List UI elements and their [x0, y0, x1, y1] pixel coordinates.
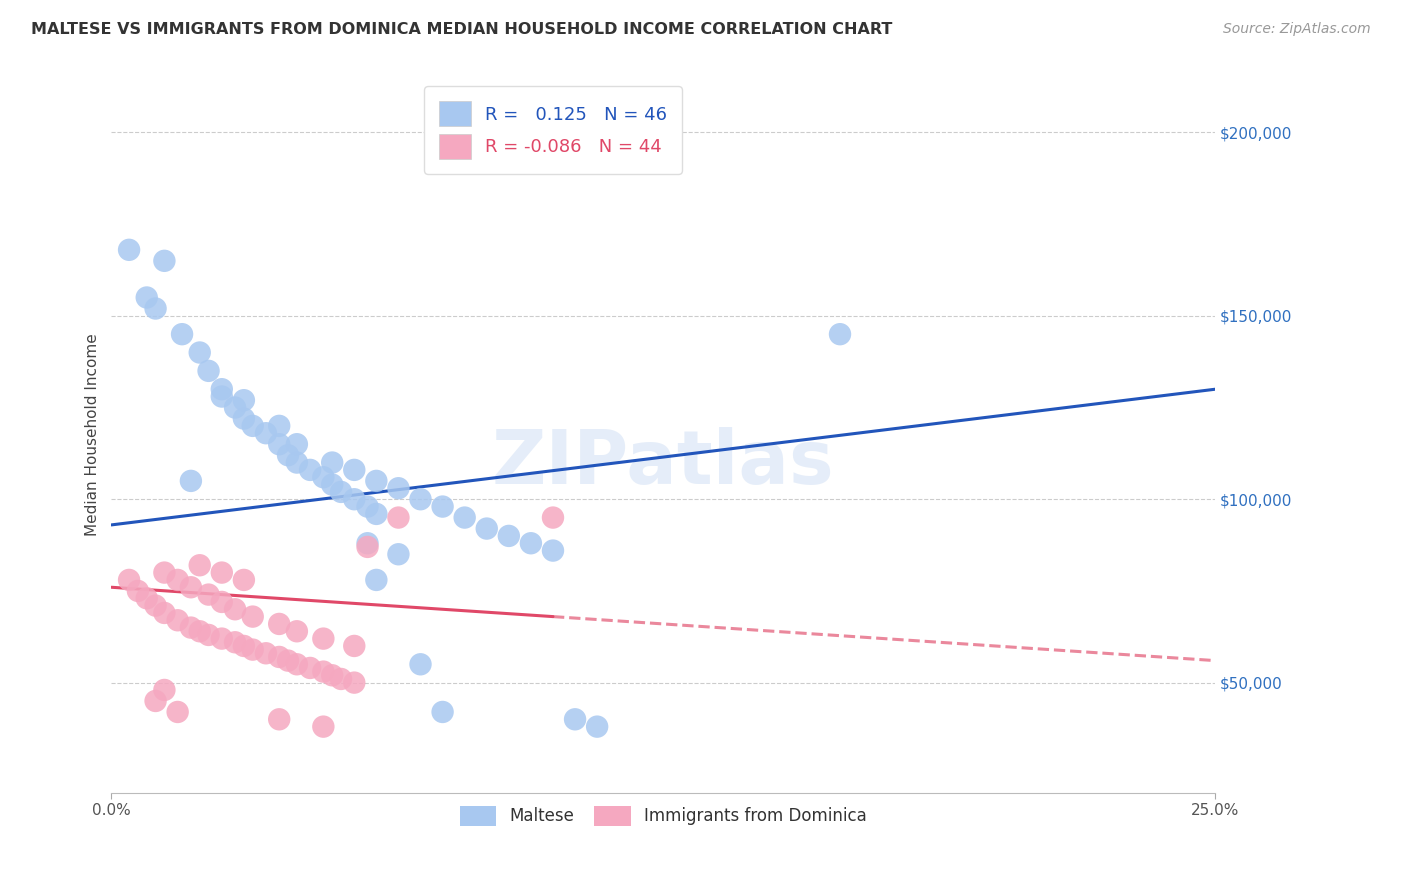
Y-axis label: Median Household Income: Median Household Income: [86, 334, 100, 536]
Point: [366, 507, 388, 521]
Point: [366, 573, 388, 587]
Point: [453, 510, 475, 524]
Point: [145, 301, 167, 316]
Legend: Maltese, Immigrants from Dominica: Maltese, Immigrants from Dominica: [451, 797, 876, 834]
Point: [520, 536, 543, 550]
Point: [254, 426, 277, 441]
Point: [366, 474, 388, 488]
Point: [211, 632, 233, 646]
Point: [387, 510, 409, 524]
Point: [232, 573, 254, 587]
Point: [232, 393, 254, 408]
Point: [197, 364, 219, 378]
Point: [269, 712, 291, 726]
Point: [312, 665, 335, 679]
Point: [343, 463, 366, 477]
Point: [409, 492, 432, 507]
Point: [188, 345, 211, 359]
Point: [277, 654, 299, 668]
Point: [432, 500, 454, 514]
Point: [211, 566, 233, 580]
Point: [387, 547, 409, 561]
Point: [127, 583, 149, 598]
Point: [330, 672, 353, 686]
Point: [242, 609, 264, 624]
Point: [564, 712, 586, 726]
Point: [224, 401, 246, 415]
Point: [170, 327, 193, 342]
Point: [541, 543, 564, 558]
Point: [180, 621, 202, 635]
Point: [356, 500, 378, 514]
Point: [586, 720, 609, 734]
Point: [312, 470, 335, 484]
Point: [285, 657, 308, 672]
Point: [224, 602, 246, 616]
Point: [188, 624, 211, 639]
Text: MALTESE VS IMMIGRANTS FROM DOMINICA MEDIAN HOUSEHOLD INCOME CORRELATION CHART: MALTESE VS IMMIGRANTS FROM DOMINICA MEDI…: [31, 22, 893, 37]
Point: [321, 477, 343, 491]
Point: [356, 540, 378, 554]
Point: [541, 510, 564, 524]
Point: [166, 573, 188, 587]
Point: [475, 522, 498, 536]
Point: [343, 639, 366, 653]
Point: [285, 437, 308, 451]
Point: [232, 639, 254, 653]
Point: [197, 588, 219, 602]
Point: [197, 628, 219, 642]
Point: [285, 624, 308, 639]
Point: [153, 682, 176, 697]
Point: [180, 580, 202, 594]
Point: [166, 613, 188, 627]
Point: [135, 291, 157, 305]
Point: [498, 529, 520, 543]
Point: [285, 456, 308, 470]
Point: [269, 616, 291, 631]
Point: [277, 448, 299, 462]
Point: [135, 591, 157, 606]
Point: [269, 649, 291, 664]
Point: [254, 646, 277, 660]
Point: [330, 484, 353, 499]
Point: [180, 474, 202, 488]
Point: [153, 606, 176, 620]
Point: [343, 492, 366, 507]
Text: ZIPatlas: ZIPatlas: [492, 427, 835, 500]
Point: [166, 705, 188, 719]
Point: [299, 661, 322, 675]
Point: [242, 418, 264, 433]
Text: Source: ZipAtlas.com: Source: ZipAtlas.com: [1223, 22, 1371, 37]
Point: [356, 536, 378, 550]
Point: [153, 253, 176, 268]
Point: [145, 599, 167, 613]
Point: [211, 390, 233, 404]
Point: [211, 595, 233, 609]
Point: [153, 566, 176, 580]
Point: [224, 635, 246, 649]
Point: [321, 668, 343, 682]
Point: [409, 657, 432, 672]
Point: [312, 632, 335, 646]
Point: [118, 243, 141, 257]
Point: [232, 411, 254, 425]
Point: [312, 720, 335, 734]
Point: [432, 705, 454, 719]
Point: [211, 382, 233, 396]
Point: [118, 573, 141, 587]
Point: [321, 456, 343, 470]
Point: [343, 675, 366, 690]
Point: [828, 327, 851, 342]
Point: [387, 481, 409, 495]
Point: [269, 418, 291, 433]
Point: [269, 437, 291, 451]
Point: [299, 463, 322, 477]
Point: [188, 558, 211, 573]
Point: [145, 694, 167, 708]
Point: [242, 642, 264, 657]
